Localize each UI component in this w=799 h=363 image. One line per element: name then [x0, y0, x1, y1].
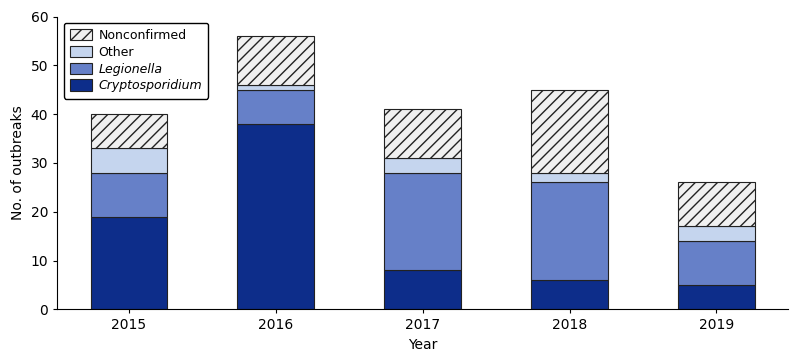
X-axis label: Year: Year [408, 338, 437, 352]
Legend: Nonconfirmed, Other, Legionella, Cryptosporidium: Nonconfirmed, Other, Legionella, Cryptos… [64, 23, 209, 99]
Bar [90, 114, 167, 148]
Bar [531, 90, 608, 173]
Bar [90, 173, 167, 217]
Y-axis label: No. of outbreaks: No. of outbreaks [11, 106, 25, 220]
Bar [384, 158, 461, 173]
Bar [384, 109, 461, 158]
Bar [678, 227, 755, 241]
Bar [90, 217, 167, 309]
Bar [90, 148, 167, 173]
Bar [531, 183, 608, 280]
Bar [531, 173, 608, 183]
Bar [237, 85, 314, 90]
Bar [237, 124, 314, 309]
Bar [678, 183, 755, 227]
Bar [237, 36, 314, 85]
Bar [531, 280, 608, 309]
Bar [384, 173, 461, 270]
Bar [678, 241, 755, 285]
Bar [237, 90, 314, 124]
Bar [384, 270, 461, 309]
Bar [678, 285, 755, 309]
